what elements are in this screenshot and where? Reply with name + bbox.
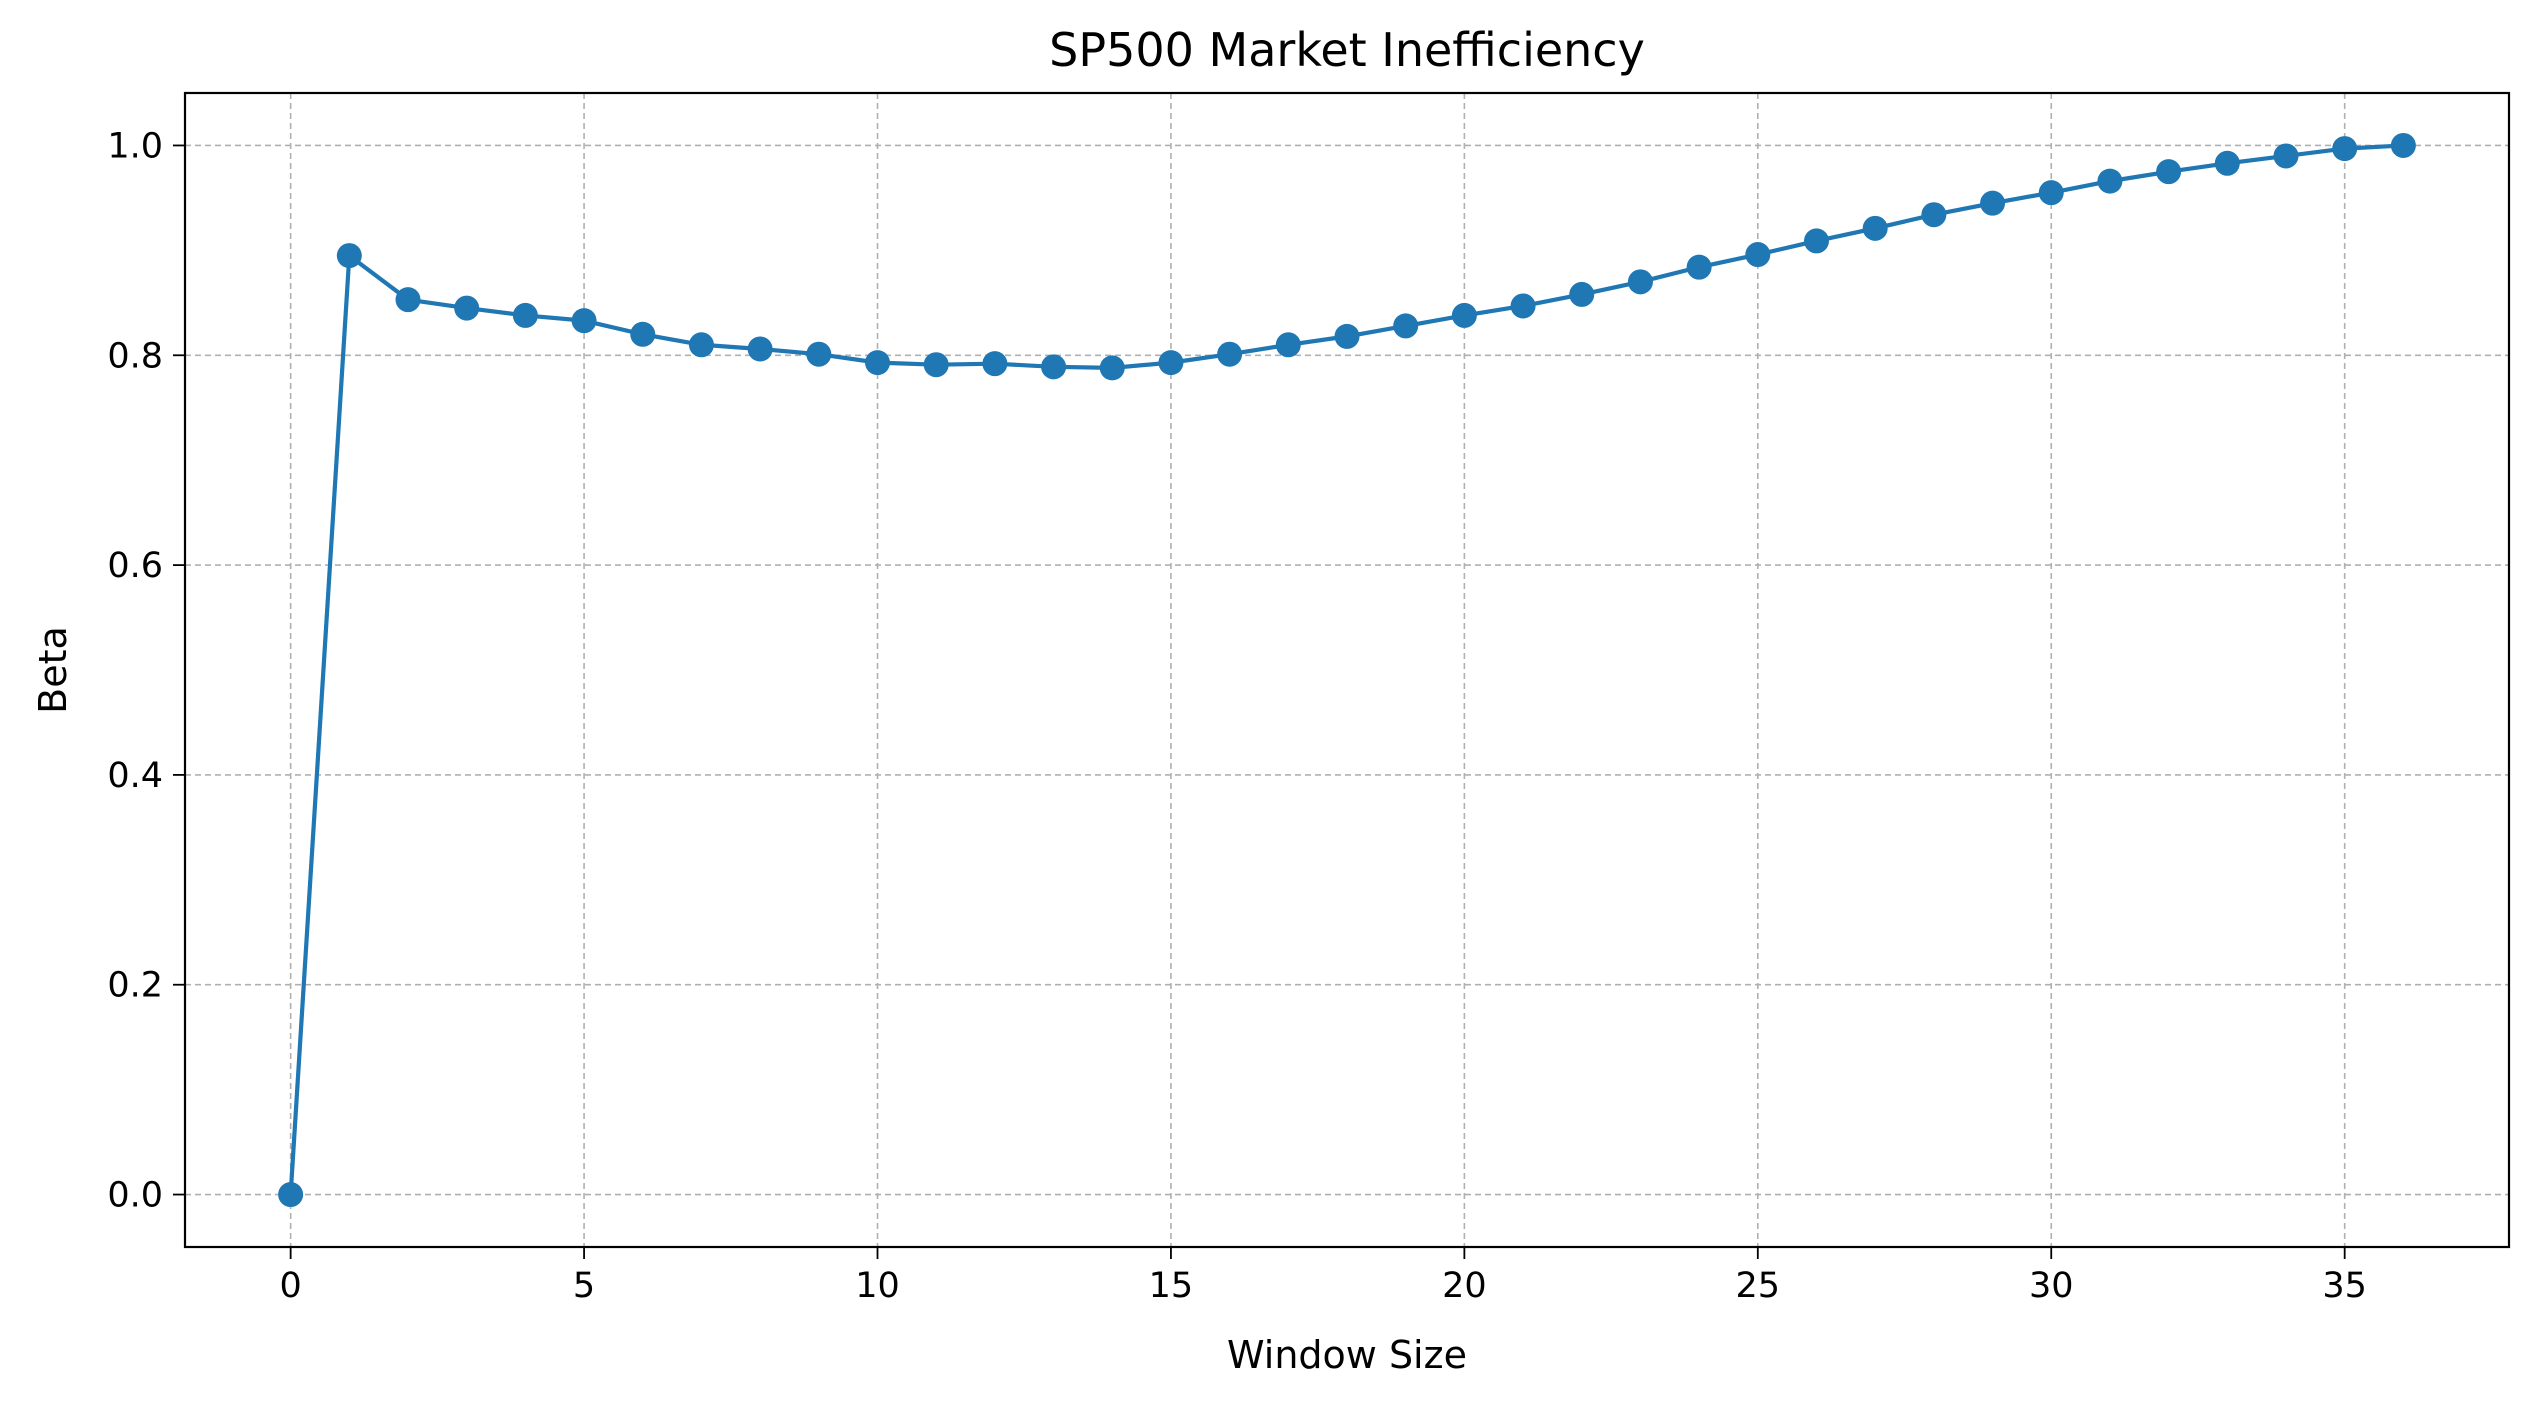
data-point	[865, 350, 891, 376]
chart-title: SP500 Market Inefficiency	[1049, 23, 1645, 77]
data-point	[1217, 341, 1243, 367]
data-point	[1980, 190, 2006, 216]
data-point	[1569, 281, 1595, 307]
y-tick-label: 0.4	[107, 756, 163, 796]
data-point	[1921, 202, 1947, 228]
x-tick-label: 20	[1442, 1266, 1487, 1306]
data-point	[1686, 254, 1712, 280]
data-point	[1099, 355, 1125, 381]
data-point	[1803, 228, 1829, 254]
data-point	[395, 287, 421, 313]
x-axis-label: Window Size	[1227, 1333, 1467, 1377]
data-point	[1334, 323, 1360, 349]
x-tick-label: 10	[855, 1266, 900, 1306]
data-point	[336, 243, 362, 269]
x-tick-label: 30	[2029, 1266, 2074, 1306]
y-tick-label: 1.0	[107, 126, 163, 166]
y-tick-label: 0.2	[107, 966, 163, 1006]
x-tick-label: 25	[1736, 1266, 1781, 1306]
y-tick-label: 0.0	[107, 1176, 163, 1216]
data-point	[923, 352, 949, 378]
data-point	[2038, 180, 2064, 206]
data-point	[1745, 242, 1771, 268]
x-tick-label: 35	[2322, 1266, 2367, 1306]
data-point	[1275, 332, 1301, 358]
data-point	[2097, 168, 2123, 194]
data-point	[512, 302, 538, 328]
data-point	[747, 336, 773, 362]
data-point	[1627, 269, 1653, 295]
data-point	[2214, 150, 2240, 176]
plot-frame	[183, 91, 2511, 1249]
data-point	[982, 351, 1008, 377]
data-point	[1393, 313, 1419, 339]
y-tick-label: 0.8	[107, 336, 163, 376]
data-point	[1041, 354, 1067, 380]
data-point	[2390, 132, 2416, 158]
x-tick-label: 0	[279, 1266, 301, 1306]
data-point	[630, 321, 656, 347]
data-point	[806, 341, 832, 367]
axis-ticks: 0 5 10 15 20 25 30 35 0.0 0.2 0.4 0.6 0.8 1.0	[107, 126, 2367, 1306]
data-point	[2332, 136, 2358, 162]
data-point	[688, 332, 714, 358]
x-tick-label: 5	[573, 1266, 595, 1306]
data-point	[1451, 302, 1477, 328]
data-point	[1862, 215, 1888, 241]
data-point	[278, 1182, 304, 1208]
y-tick-label: 0.6	[107, 546, 163, 586]
data-point	[2273, 143, 2299, 169]
y-axis-label: Beta	[31, 626, 75, 714]
data-point	[1510, 293, 1536, 319]
data-point	[454, 295, 480, 321]
x-tick-label: 15	[1149, 1266, 1194, 1306]
data-series	[278, 132, 2416, 1208]
data-point	[571, 308, 597, 334]
grid-lines	[185, 93, 2509, 1247]
data-point	[2156, 159, 2182, 185]
data-point	[1158, 350, 1184, 376]
